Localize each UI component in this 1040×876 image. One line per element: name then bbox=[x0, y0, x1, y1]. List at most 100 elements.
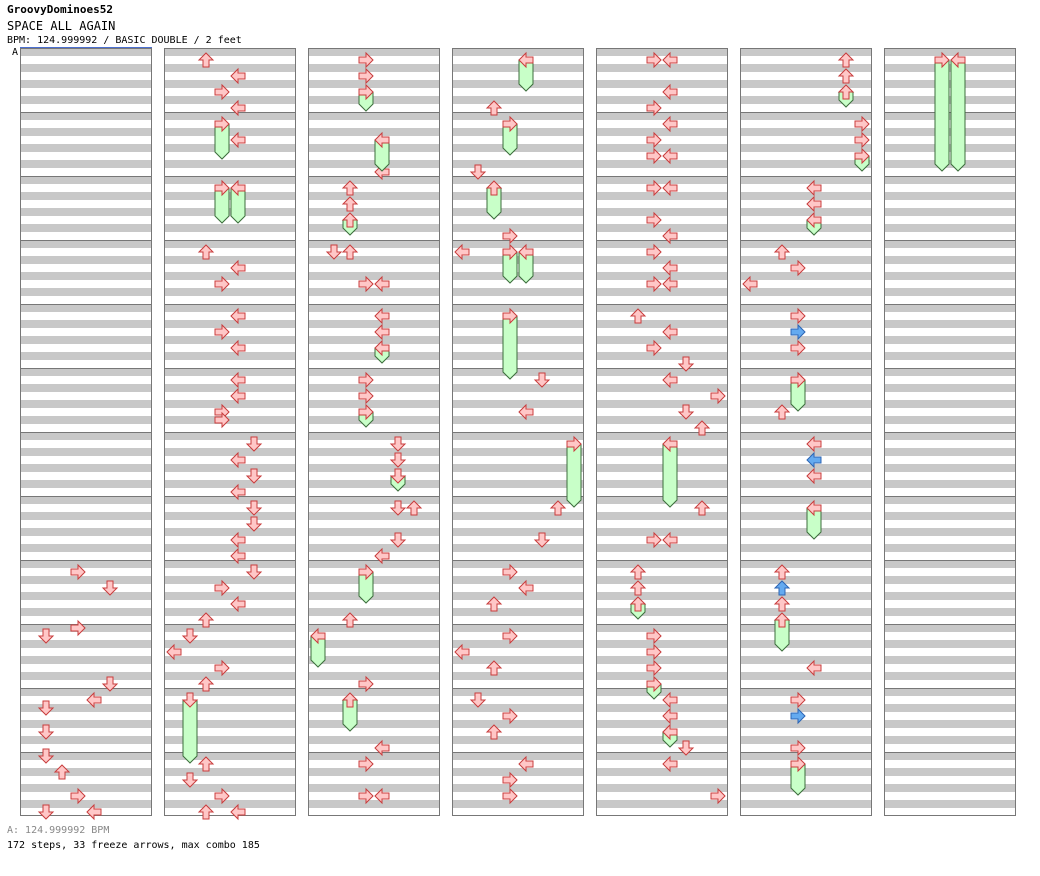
beat-stripe bbox=[164, 736, 296, 744]
beat-stripe bbox=[164, 336, 296, 344]
beat-stripe bbox=[20, 384, 152, 392]
beat-stripe bbox=[164, 512, 296, 520]
step-arrow-up bbox=[773, 404, 791, 420]
step-arrow-left bbox=[230, 371, 246, 389]
beat-stripe bbox=[20, 800, 152, 808]
step-arrow-right bbox=[358, 755, 374, 773]
step-arrow-right bbox=[710, 787, 726, 805]
beat-stripe bbox=[596, 592, 728, 600]
beat-stripe bbox=[308, 752, 440, 760]
step-arrow-down bbox=[37, 804, 55, 820]
step-arrow-left bbox=[662, 755, 678, 773]
beat-stripe bbox=[884, 656, 1016, 664]
beat-stripe bbox=[20, 272, 152, 280]
beat-stripe bbox=[164, 576, 296, 584]
beat-stripe bbox=[308, 560, 440, 568]
step-arrow-left bbox=[518, 403, 534, 421]
beat-stripe bbox=[452, 80, 584, 88]
beat-stripe bbox=[20, 720, 152, 728]
beat-stripe bbox=[596, 736, 728, 744]
beat-stripe bbox=[596, 448, 728, 456]
step-arrow-up bbox=[549, 500, 567, 516]
step-arrow-up bbox=[773, 596, 791, 612]
beat-stripe bbox=[596, 64, 728, 72]
step-arrow-right bbox=[358, 275, 374, 293]
step-arrow-left bbox=[662, 323, 678, 341]
beat-stripe bbox=[596, 720, 728, 728]
beat-stripe bbox=[596, 624, 728, 632]
step-arrow-right bbox=[646, 531, 662, 549]
beat-stripe bbox=[20, 64, 152, 72]
step-arrow-up bbox=[341, 180, 359, 196]
beat-stripe bbox=[740, 608, 872, 616]
step-arrow-right bbox=[214, 579, 230, 597]
beat-stripe bbox=[164, 448, 296, 456]
beat-stripe bbox=[596, 224, 728, 232]
step-arrow-up bbox=[629, 596, 647, 612]
beat-stripe bbox=[596, 480, 728, 488]
step-arrow-left bbox=[454, 243, 470, 261]
beat-stripe bbox=[452, 512, 584, 520]
beat-stripe bbox=[20, 352, 152, 360]
beat-stripe bbox=[308, 256, 440, 264]
beat-stripe bbox=[20, 176, 152, 184]
beat-stripe bbox=[884, 368, 1016, 376]
beat-stripe bbox=[452, 592, 584, 600]
step-arrow-left bbox=[454, 643, 470, 661]
beat-stripe bbox=[308, 480, 440, 488]
beat-stripe bbox=[740, 192, 872, 200]
beat-stripe bbox=[164, 608, 296, 616]
step-arrow-right bbox=[790, 755, 806, 773]
beat-stripe bbox=[308, 416, 440, 424]
beat-stripe bbox=[596, 160, 728, 168]
step-arrow-down bbox=[101, 580, 119, 596]
beat-stripe bbox=[596, 688, 728, 696]
step-arrow-right bbox=[214, 659, 230, 677]
beat-stripe bbox=[164, 304, 296, 312]
step-arrow-right bbox=[646, 99, 662, 117]
step-arrow-left bbox=[662, 115, 678, 133]
step-arrow-left bbox=[374, 131, 390, 149]
beat-stripe bbox=[884, 624, 1016, 632]
step-arrow-left bbox=[662, 707, 678, 725]
beat-stripe bbox=[740, 160, 872, 168]
step-arrow-down bbox=[325, 244, 343, 260]
beat-stripe bbox=[164, 96, 296, 104]
step-arrow-down bbox=[469, 164, 487, 180]
step-arrow-up bbox=[629, 564, 647, 580]
step-arrow-left bbox=[662, 531, 678, 549]
beat-stripe bbox=[452, 128, 584, 136]
beat-stripe bbox=[20, 320, 152, 328]
beat-stripe bbox=[452, 240, 584, 248]
step-arrow-up bbox=[693, 420, 711, 436]
beat-stripe bbox=[164, 288, 296, 296]
freeze-arrow bbox=[934, 59, 950, 172]
step-arrow-right bbox=[646, 147, 662, 165]
step-arrow-left bbox=[662, 51, 678, 69]
beat-stripe bbox=[164, 656, 296, 664]
beat-stripe bbox=[308, 208, 440, 216]
beat-stripe bbox=[164, 128, 296, 136]
step-arrow-right bbox=[214, 275, 230, 293]
beat-stripe bbox=[740, 128, 872, 136]
beat-stripe bbox=[596, 560, 728, 568]
beat-stripe bbox=[884, 400, 1016, 408]
beat-stripe bbox=[164, 176, 296, 184]
step-arrow-right bbox=[790, 339, 806, 357]
beat-stripe bbox=[308, 496, 440, 504]
beat-stripe bbox=[884, 576, 1016, 584]
beat-stripe bbox=[20, 528, 152, 536]
step-arrow-down bbox=[245, 468, 263, 484]
step-arrow-down bbox=[469, 692, 487, 708]
beat-stripe bbox=[308, 48, 440, 56]
beat-stripe bbox=[596, 272, 728, 280]
step-arrow-down bbox=[389, 532, 407, 548]
bpm-marker-line bbox=[20, 47, 152, 48]
beat-stripe bbox=[596, 784, 728, 792]
beat-stripe bbox=[452, 672, 584, 680]
step-arrow-left bbox=[806, 195, 822, 213]
beat-stripe bbox=[740, 496, 872, 504]
beat-stripe bbox=[164, 160, 296, 168]
beat-stripe bbox=[164, 480, 296, 488]
